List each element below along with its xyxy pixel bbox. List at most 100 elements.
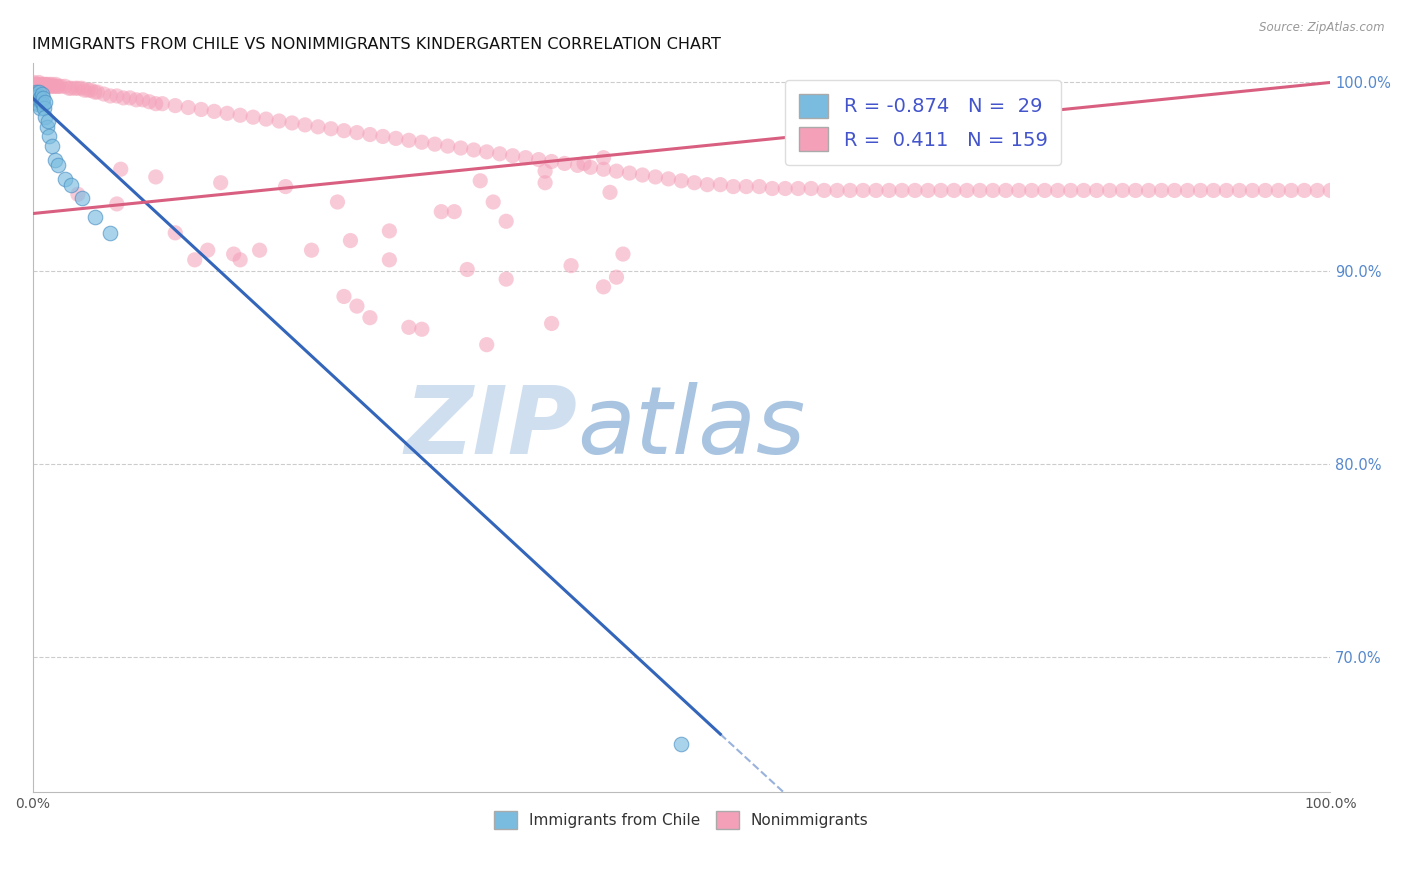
Point (333, 123, 356, 137)
Point (1189, 183, 1212, 197)
Point (38, 78, 60, 92)
Point (1241, 183, 1264, 197)
Point (696, 178, 718, 192)
Point (1163, 183, 1185, 197)
Point (66, 187, 89, 202)
Point (619, 166, 641, 180)
Point (31, 79, 53, 94)
Point (709, 178, 731, 192)
Point (904, 183, 927, 197)
Point (825, 183, 848, 197)
Point (197, 243, 219, 257)
Point (443, 204, 465, 219)
Point (53, 172, 76, 186)
Point (1125, 183, 1147, 197)
Point (813, 183, 835, 197)
Point (80, 83, 103, 97)
Text: ZIP: ZIP (405, 382, 578, 474)
Point (599, 186, 621, 200)
Point (631, 168, 654, 182)
Point (177, 101, 200, 115)
Point (463, 143, 485, 157)
Point (1060, 183, 1083, 197)
Point (1202, 183, 1225, 197)
Point (956, 183, 979, 197)
Point (1150, 183, 1173, 197)
Point (359, 310, 381, 325)
Point (612, 247, 634, 261)
Point (1073, 183, 1095, 197)
Point (70, 191, 93, 205)
Point (482, 194, 505, 209)
Point (73, 83, 96, 97)
Point (579, 161, 602, 175)
Point (346, 126, 368, 140)
Point (761, 181, 783, 195)
Point (917, 183, 939, 197)
Point (77, 83, 100, 97)
Point (53, 79, 76, 94)
Point (132, 93, 155, 107)
Point (657, 172, 679, 186)
Point (31, 95, 53, 109)
Point (371, 129, 394, 144)
Text: Source: ZipAtlas.com: Source: ZipAtlas.com (1260, 21, 1385, 34)
Point (34, 110, 56, 124)
Point (787, 181, 810, 195)
Point (378, 224, 401, 238)
Point (281, 116, 304, 130)
Point (30, 91, 52, 105)
Point (145, 96, 167, 111)
Point (592, 151, 614, 165)
Point (28, 75, 51, 89)
Point (534, 164, 557, 178)
Point (495, 272, 517, 286)
Point (48, 79, 70, 94)
Point (877, 183, 900, 197)
Point (118, 91, 141, 105)
Point (138, 95, 160, 109)
Point (48, 158, 70, 172)
Point (60, 81, 83, 95)
Point (1085, 183, 1108, 197)
Point (1046, 183, 1069, 197)
Point (86, 85, 108, 99)
Point (398, 133, 420, 147)
Point (378, 252, 401, 267)
Point (800, 181, 823, 195)
Point (49, 79, 72, 94)
Point (32, 101, 55, 115)
Point (28, 85, 51, 99)
Point (44, 79, 66, 94)
Point (31, 78, 53, 92)
Point (45, 78, 67, 92)
Point (592, 280, 614, 294)
Point (98, 89, 121, 103)
Point (502, 149, 524, 163)
Point (37, 114, 59, 128)
Point (981, 183, 1004, 197)
Point (145, 169, 167, 184)
Point (222, 247, 245, 261)
Point (1279, 183, 1302, 197)
Point (488, 146, 510, 161)
Text: atlas: atlas (578, 382, 806, 473)
Point (307, 120, 329, 134)
Point (24, 78, 46, 92)
Point (110, 162, 132, 177)
Point (540, 154, 562, 169)
Point (165, 98, 187, 112)
Point (249, 243, 271, 257)
Point (852, 183, 875, 197)
Point (202, 104, 225, 119)
Point (1137, 183, 1160, 197)
Point (346, 299, 368, 313)
Point (41, 139, 63, 153)
Point (470, 174, 492, 188)
Point (456, 262, 478, 277)
Point (31, 91, 53, 105)
Point (301, 243, 323, 257)
Point (165, 226, 187, 240)
Point (30, 101, 52, 115)
Point (572, 156, 595, 170)
